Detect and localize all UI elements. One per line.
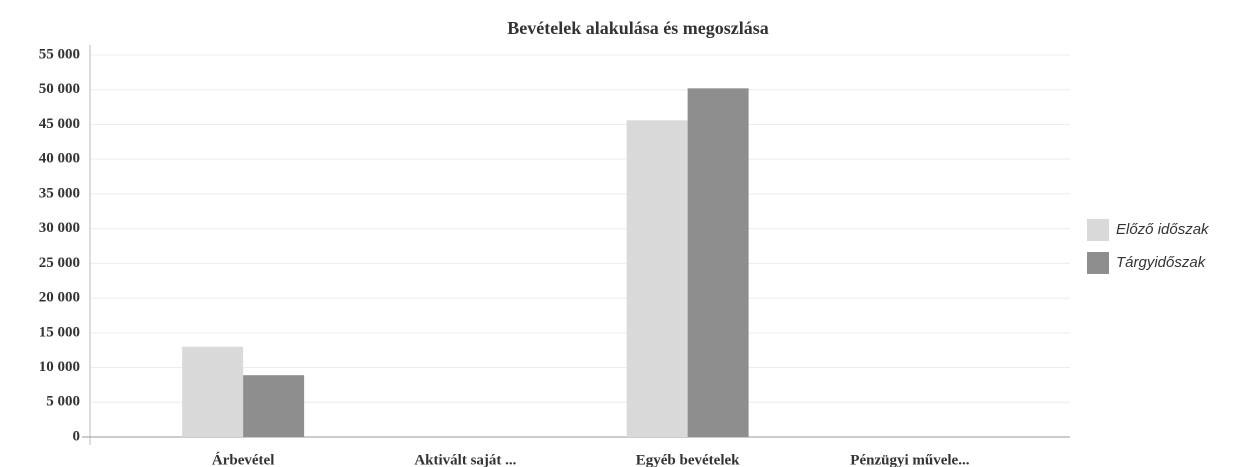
- x-tick-label: Pénzügyi művele...: [850, 452, 969, 467]
- y-tick-label: 15 000: [39, 324, 80, 340]
- legend-swatch: [1087, 219, 1109, 241]
- y-tick-label: 20 000: [39, 290, 80, 306]
- bar: [182, 346, 244, 437]
- x-tick-label: Árbevétel: [212, 451, 274, 467]
- bar: [243, 375, 305, 437]
- legend-label: Előző időszak: [1116, 221, 1210, 238]
- y-tick-label: 30 000: [39, 220, 80, 236]
- y-tick-label: 0: [73, 428, 81, 444]
- y-tick-label: 10 000: [39, 359, 80, 375]
- bar: [626, 120, 688, 438]
- legend-label: Tárgyidőszak: [1116, 254, 1207, 271]
- y-tick-label: 35 000: [39, 185, 80, 201]
- y-tick-label: 25 000: [39, 255, 80, 271]
- y-tick-label: 40 000: [39, 151, 80, 167]
- x-tick-label: Egyéb bevételek: [636, 452, 740, 467]
- y-tick-label: 55 000: [39, 46, 80, 62]
- chart-title: Bevételek alakulása és megoszlása: [507, 18, 768, 38]
- y-tick-label: 50 000: [39, 81, 80, 97]
- legend-swatch: [1087, 252, 1109, 274]
- y-tick-label: 45 000: [39, 116, 80, 132]
- y-tick-label: 5 000: [46, 394, 80, 410]
- bar: [687, 88, 749, 437]
- x-tick-label: Aktivált saját ...: [414, 452, 516, 467]
